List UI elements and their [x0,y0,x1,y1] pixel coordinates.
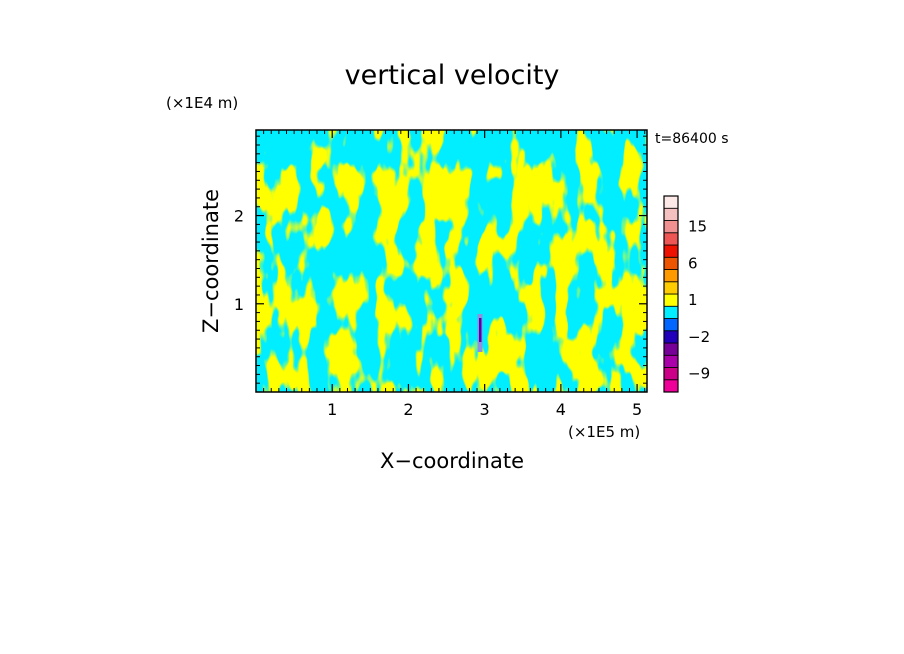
colorbar-label: −2 [688,328,710,346]
time-label: t=86400 s [655,131,729,147]
colorbar-segment [663,195,679,209]
x-axis-title: X−coordinate [380,449,524,473]
y-unit-label: (×1E4 m) [166,94,238,112]
colorbar-segment [663,330,679,344]
plot-area [256,130,647,392]
colorbar-label: 6 [688,254,698,272]
colorbar-segment [663,318,679,332]
plot-frame [255,129,648,393]
colorbar-label: 1 [688,291,698,309]
colorbar-segment [663,256,679,270]
colorbar-segment [663,207,679,221]
colorbar-frame [663,195,679,393]
x-tick-label: 3 [480,400,490,419]
y-axis-title: Z−coordinate [199,189,223,333]
colorbar-segment [663,220,679,234]
colorbar-label: −9 [688,365,710,383]
x-tick-label: 1 [327,400,337,419]
colorbar-segment [663,293,679,307]
x-tick-label: 4 [556,400,566,419]
y-axis: 12 [234,207,647,314]
colorbar-segment [663,354,679,368]
x-tick-label: 2 [403,400,413,419]
colorbar-segment [663,379,679,393]
colorbar-segment [663,244,679,258]
x-unit-label: (×1E5 m) [568,423,640,441]
colorbar-segment [663,281,679,295]
x-axis: 1 2 3 4 5 [327,130,642,419]
colorbar-segment [663,305,679,319]
minor-ticks [256,130,647,392]
positive-velocity-field [256,130,647,392]
colorbar-segment [663,232,679,246]
y-tick-label: 2 [234,207,244,226]
colorbar: −9 −2 1 6 15 [663,195,710,393]
colorbar-label: 15 [688,218,707,236]
colorbar-segment [663,269,679,283]
x-tick-label: 5 [632,400,642,419]
colorbar-segment [663,367,679,381]
chart-title: vertical velocity [345,60,560,91]
colorbar-segment [663,342,679,356]
y-tick-label: 1 [234,295,244,314]
updraft-core-inner [479,318,482,342]
